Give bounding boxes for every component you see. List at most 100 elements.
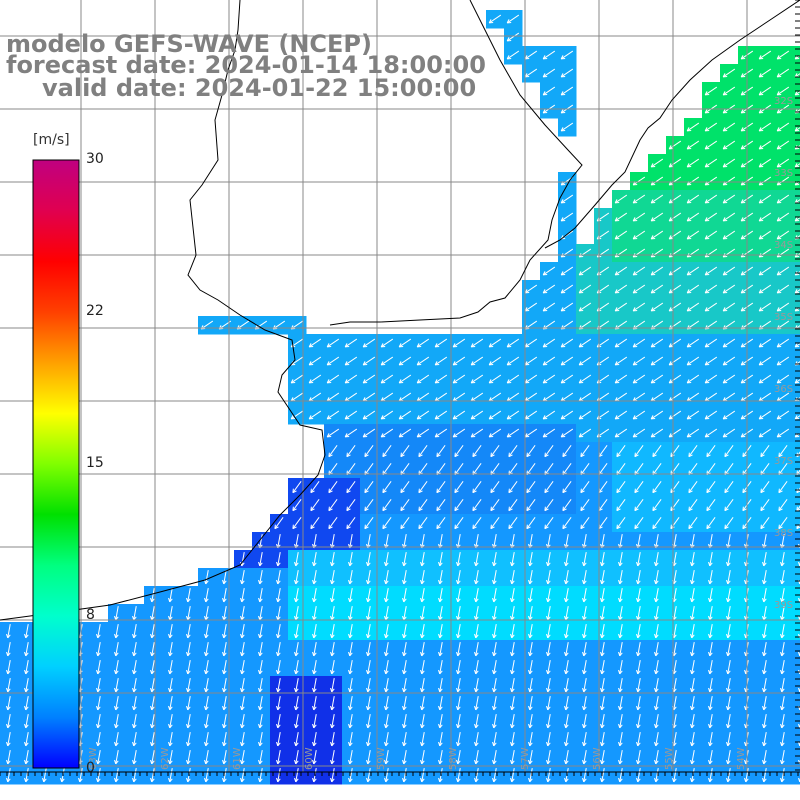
wind-arrow — [6, 642, 11, 657]
wind-arrow — [758, 428, 772, 438]
wind-arrow — [384, 588, 389, 603]
wind-arrow — [616, 481, 626, 494]
wind-speed-cell — [792, 172, 800, 191]
wind-speed-cell — [792, 478, 800, 497]
wind-arrow — [778, 481, 788, 494]
wind-arrow — [546, 570, 551, 585]
wind-arrow — [632, 338, 646, 348]
wind-arrow — [222, 678, 227, 693]
wind-arrow — [132, 642, 137, 657]
wind-arrow — [222, 588, 227, 603]
wind-arrow — [472, 499, 482, 512]
wind-arrow — [416, 338, 430, 348]
wind-arrow — [384, 660, 389, 675]
wind-arrow — [614, 428, 628, 438]
wind-speed-cell — [792, 118, 800, 137]
wind-arrow — [758, 374, 772, 384]
wind-speed-cell — [792, 370, 800, 389]
wind-arrow — [758, 410, 772, 420]
wind-arrow — [510, 606, 515, 621]
wind-arrow — [492, 660, 497, 675]
wind-arrow — [704, 158, 718, 168]
wind-arrow — [114, 642, 119, 657]
wind-arrow — [688, 445, 698, 458]
wind-arrow — [506, 410, 520, 420]
wind-arrow — [708, 570, 713, 585]
wind-arrow — [650, 212, 664, 222]
wind-arrow — [542, 410, 556, 420]
colorbar-tick-0: 0 — [86, 760, 95, 776]
wind-arrow — [614, 230, 628, 240]
wind-arrow — [724, 517, 734, 530]
wind-arrow — [168, 678, 173, 693]
wind-arrow — [578, 266, 592, 276]
wind-arrow — [474, 624, 479, 639]
wind-arrow — [344, 410, 358, 420]
wind-arrow — [762, 660, 767, 675]
wind-arrow — [258, 678, 263, 693]
wind-arrow — [578, 428, 592, 438]
wind-speed-cell — [792, 190, 800, 209]
wind-arrow — [722, 356, 736, 366]
wind-arrow — [508, 481, 518, 494]
wind-arrow — [420, 624, 425, 639]
wind-arrow — [636, 660, 641, 675]
wind-arrow — [186, 660, 191, 675]
wind-arrow — [150, 588, 155, 603]
wind-arrow — [326, 428, 340, 438]
wind-arrow — [276, 588, 281, 603]
wind-speed-cell — [792, 298, 800, 317]
wind-arrow — [632, 374, 646, 384]
wind-arrow — [526, 517, 536, 530]
wind-arrow — [400, 499, 410, 512]
wind-arrow — [760, 481, 770, 494]
wind-arrow — [456, 552, 461, 567]
wind-arrow — [294, 624, 299, 639]
wind-arrow — [222, 570, 227, 585]
wind-arrow — [416, 356, 430, 366]
wind-arrow — [420, 588, 425, 603]
wind-arrow — [452, 410, 466, 420]
wind-arrow — [726, 624, 731, 639]
wind-arrow — [488, 428, 502, 438]
wind-arrow — [258, 624, 263, 639]
wind-arrow — [402, 570, 407, 585]
wind-arrow — [380, 410, 394, 420]
wind-arrow — [560, 338, 574, 348]
wind-arrow — [722, 86, 736, 96]
wind-arrow — [544, 445, 554, 458]
wind-arrow — [634, 517, 644, 530]
wind-arrow — [384, 624, 389, 639]
wind-arrow — [346, 481, 356, 494]
wind-arrow — [434, 356, 448, 366]
wind-arrow — [794, 343, 800, 348]
wind-arrow — [382, 481, 392, 494]
wind-arrow — [650, 410, 664, 420]
wind-arrow — [434, 410, 448, 420]
wind-arrow — [634, 445, 644, 458]
wind-arrow — [634, 499, 644, 512]
wind-speed-cell — [792, 388, 800, 407]
wind-arrow — [580, 481, 590, 494]
wind-arrow — [366, 552, 371, 567]
wind-arrow — [722, 122, 736, 132]
wind-arrow — [204, 678, 209, 693]
wind-arrow — [762, 588, 767, 603]
wind-arrow — [294, 570, 299, 585]
wind-arrow — [526, 499, 536, 512]
wind-arrow — [258, 606, 263, 621]
wind-arrow — [452, 356, 466, 366]
wind-arrow — [654, 552, 659, 567]
wind-arrow — [580, 499, 590, 512]
wind-arrow — [418, 499, 428, 512]
wind-arrow — [722, 68, 736, 78]
wind-arrow — [636, 570, 641, 585]
wind-arrow — [650, 194, 664, 204]
wind-arrow — [546, 588, 551, 603]
wind-arrow — [582, 606, 587, 621]
wind-arrow — [204, 624, 209, 639]
wind-arrow — [362, 338, 376, 348]
wind-arrow — [150, 642, 155, 657]
wind-arrow — [434, 428, 448, 438]
